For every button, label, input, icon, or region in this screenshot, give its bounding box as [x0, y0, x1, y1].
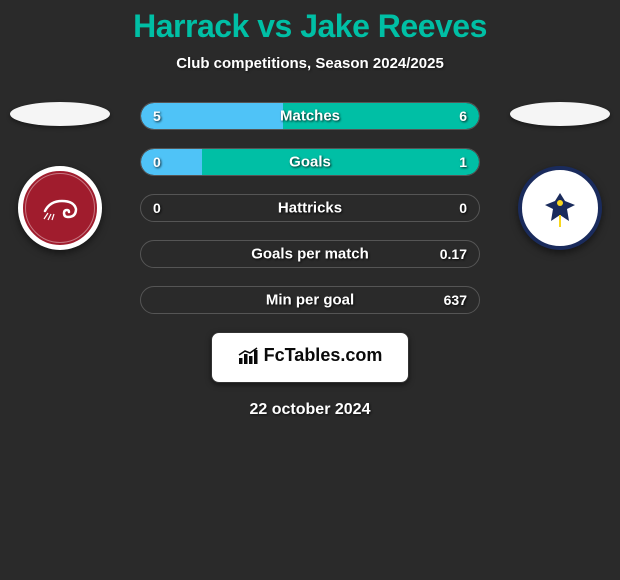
- stat-bar-left: [141, 149, 202, 175]
- stat-value-right: 0.17: [440, 246, 467, 262]
- right-club-block: [510, 102, 610, 250]
- stats-table: 5 Matches 6 0 Goals 1 0 Hattricks 0 Goals per mat…: [140, 102, 480, 314]
- chart-icon: [238, 347, 260, 365]
- right-club-crest: [518, 166, 602, 250]
- stat-row: Min per goal 637: [140, 286, 480, 314]
- shrimp-icon: [40, 193, 80, 223]
- page-title: Harrack vs Jake Reeves: [0, 8, 620, 45]
- stat-label: Min per goal: [266, 292, 354, 309]
- page-subtitle: Club competitions, Season 2024/2025: [0, 55, 620, 72]
- right-ellipse: [510, 102, 610, 126]
- left-ellipse: [10, 102, 110, 126]
- left-club-crest: [18, 166, 102, 250]
- stat-label: Matches: [280, 108, 340, 125]
- stat-label: Goals per match: [251, 246, 369, 263]
- stat-label: Goals: [289, 154, 331, 171]
- stat-value-right: 637: [444, 292, 467, 308]
- stat-bar-right: [202, 149, 479, 175]
- stat-bar-left: [141, 103, 283, 129]
- stat-value-left: 0: [153, 154, 161, 170]
- stat-label: Hattricks: [278, 200, 342, 217]
- stat-row: 5 Matches 6: [140, 102, 480, 130]
- date-label: 22 october 2024: [0, 401, 620, 419]
- site-logo: FcTables.com: [238, 345, 383, 366]
- stat-value-left: 0: [153, 200, 161, 216]
- stat-value-right: 0: [459, 200, 467, 216]
- stat-value-right: 6: [459, 108, 467, 124]
- left-club-block: [10, 102, 110, 250]
- logo-box: FcTables.com: [211, 332, 410, 383]
- logo-label: FcTables.com: [264, 345, 383, 366]
- stat-row: Goals per match 0.17: [140, 240, 480, 268]
- stat-value-right: 1: [459, 154, 467, 170]
- stat-row: 0 Goals 1: [140, 148, 480, 176]
- stat-value-left: 5: [153, 108, 161, 124]
- eagle-icon: [535, 183, 585, 233]
- stat-row: 0 Hattricks 0: [140, 194, 480, 222]
